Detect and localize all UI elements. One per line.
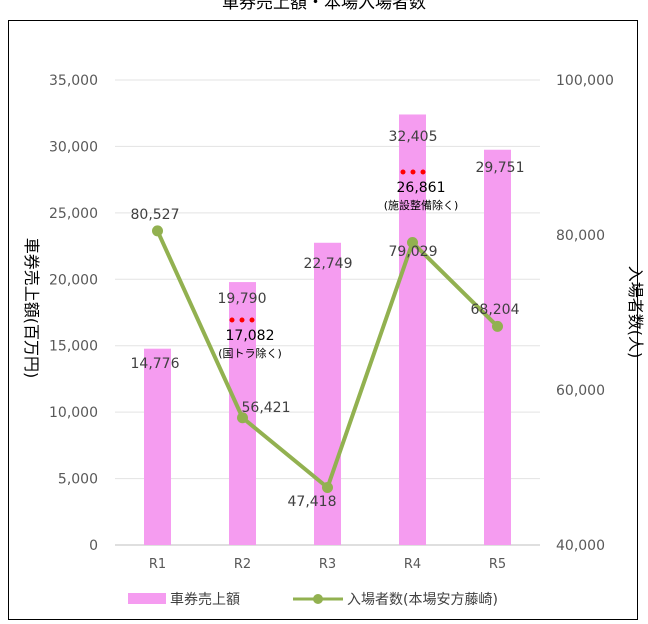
line-value-label: 68,204 — [471, 302, 520, 318]
bar-value-label: 19,790 — [218, 291, 267, 307]
bar-value-label: 32,405 — [389, 129, 438, 145]
x-tick-label: R4 — [404, 557, 421, 572]
legend-swatch-marker — [313, 594, 323, 604]
y-left-tick-label: 35,000 — [49, 73, 98, 89]
y-left-axis-title: 車券売上額(百万円) — [22, 238, 41, 379]
y-left-tick-label: 10,000 — [49, 405, 98, 421]
annotation-value: 26,861 — [397, 180, 446, 196]
legend-label-bar: 車券売上額 — [170, 591, 240, 608]
x-tick-label: R5 — [489, 557, 506, 572]
y-left-tick-label: 15,000 — [49, 339, 98, 355]
line-marker — [237, 412, 248, 424]
line-marker — [492, 320, 503, 332]
chart-title: 車券売上額・本場入場者数 — [222, 0, 426, 13]
annotation-value: 17,082 — [226, 328, 275, 344]
x-tick-label: R3 — [319, 557, 336, 572]
annotation-marker-dot — [420, 169, 426, 175]
bar — [399, 114, 426, 545]
line-marker — [407, 237, 418, 249]
annotation-marker-dot — [249, 317, 255, 323]
y-left-tick-label: 25,000 — [49, 206, 98, 222]
bar-value-label: 29,751 — [476, 160, 525, 176]
chart-frame — [8, 20, 638, 620]
line-value-label: 47,418 — [288, 494, 337, 510]
y-right-tick-label: 100,000 — [556, 73, 614, 89]
line-value-label: 80,527 — [131, 207, 180, 223]
bar-value-label: 22,749 — [304, 256, 353, 272]
annotation-note: (施設整備除く) — [384, 198, 459, 212]
y-left-tick-label: 20,000 — [49, 272, 98, 288]
annotation-marker-dot — [239, 317, 245, 323]
y-right-axis-title: 入場者数(人) — [626, 266, 645, 359]
bar — [484, 149, 511, 546]
bar — [144, 348, 171, 545]
y-right-tick-label: 40,000 — [556, 538, 605, 554]
y-right-tick-label: 60,000 — [556, 383, 605, 399]
line-value-label: 56,421 — [242, 400, 291, 416]
y-left-tick-label: 5,000 — [58, 472, 98, 488]
x-tick-label: R1 — [149, 557, 166, 572]
line-marker — [152, 225, 163, 237]
annotation-marker-dot — [229, 317, 235, 323]
bar — [314, 242, 341, 545]
x-tick-label: R2 — [234, 557, 251, 572]
y-right-tick-label: 80,000 — [556, 228, 605, 244]
annotation-marker-dot — [410, 169, 416, 175]
line-marker — [322, 482, 333, 494]
legend-label-line: 入場者数(本場安方藤崎) — [347, 592, 498, 608]
bar-value-label: 14,776 — [131, 356, 180, 372]
y-left-tick-label: 0 — [89, 538, 98, 554]
annotation-marker-dot — [400, 169, 406, 175]
annotation-note: (国トラ除く) — [218, 346, 282, 360]
legend-swatch-bar — [128, 593, 166, 604]
line-value-label: 79,029 — [389, 244, 438, 260]
y-left-tick-label: 30,000 — [49, 139, 98, 155]
